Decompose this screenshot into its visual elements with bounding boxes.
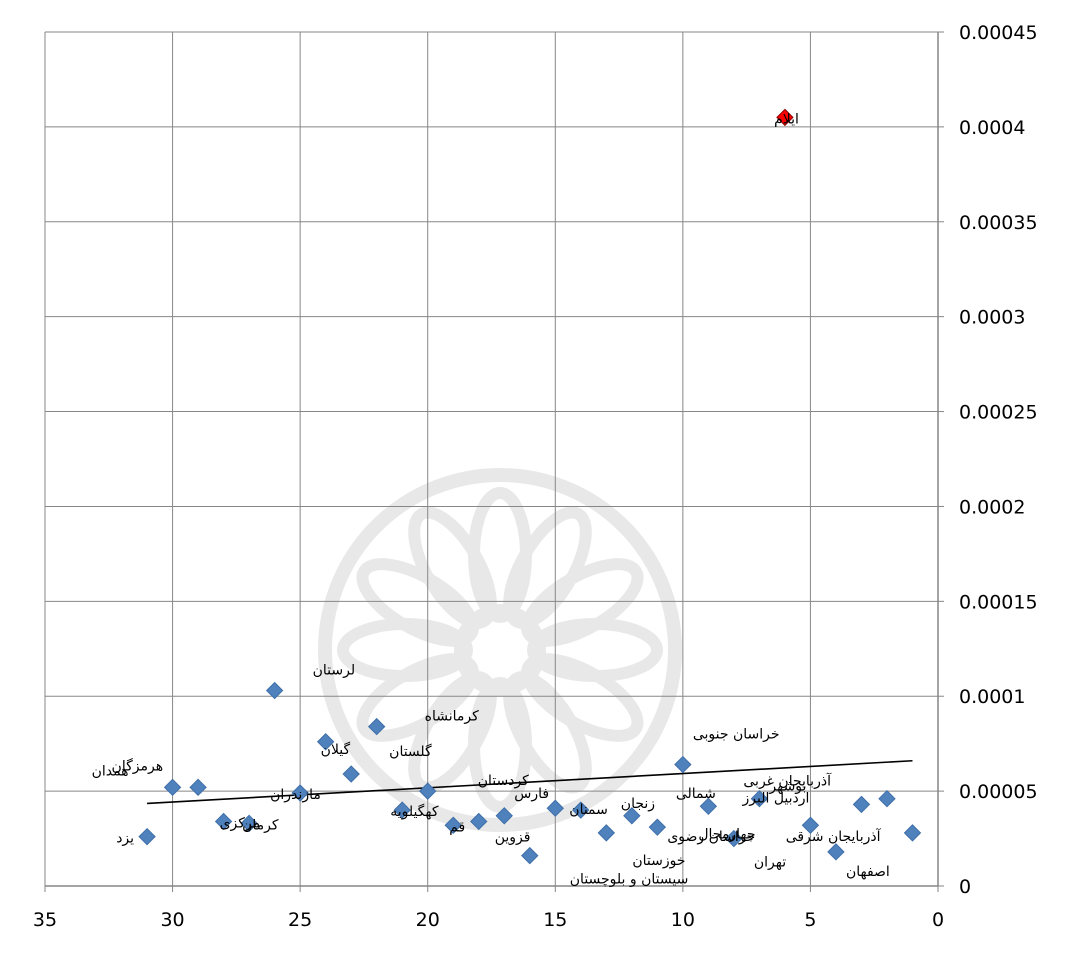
- data-point: [393, 801, 411, 819]
- point-label: همدان: [92, 763, 129, 779]
- data-point: [189, 778, 207, 797]
- point-label: لرستان: [313, 663, 356, 679]
- watermark-petal: [468, 677, 532, 813]
- data-point: [699, 797, 718, 816]
- data-point: [903, 824, 922, 842]
- point-label: مرکزی: [220, 815, 261, 831]
- data-point: [138, 827, 156, 846]
- watermark-core: [454, 604, 546, 696]
- point-label: قزوین: [495, 829, 531, 845]
- point-label: اردبیل البرز: [742, 790, 810, 806]
- data-point: [495, 807, 513, 825]
- point-label: آذربایجان غربی: [743, 773, 832, 790]
- y-tick-label: 0.0002: [959, 496, 1025, 518]
- watermark-petal: [337, 618, 473, 682]
- point-label: کرمانشاه: [425, 709, 479, 725]
- data-point: [521, 846, 539, 865]
- watermark-petal: [408, 506, 497, 629]
- data-point: [316, 733, 335, 751]
- x-tick-label: 15: [543, 909, 567, 931]
- y-tick-label: 0.00035: [959, 212, 1038, 234]
- y-tick-label: 0: [959, 876, 971, 898]
- watermark-petal: [356, 653, 479, 742]
- y-tick-label: 0.00025: [959, 402, 1038, 424]
- point-label: سیستان و بلوچستان: [570, 872, 689, 888]
- data-point: [240, 814, 258, 833]
- point-label: شمالی: [676, 786, 716, 802]
- trendline: [147, 759, 913, 805]
- watermark-petal: [521, 653, 644, 742]
- watermark-petal: [527, 618, 663, 682]
- point-label: خراسان جنوبی: [693, 727, 780, 743]
- data-point: [342, 765, 360, 783]
- data-point: [444, 816, 462, 834]
- x-tick-label: 0: [932, 909, 944, 931]
- point-label: یزد: [116, 831, 134, 847]
- data-point: [648, 818, 667, 836]
- watermark-petal: [408, 671, 497, 794]
- data-point: [852, 795, 871, 814]
- point-label: چهارمحال: [698, 826, 755, 842]
- point-label: تهران: [754, 855, 786, 871]
- x-tick-label: 5: [804, 909, 816, 931]
- watermark-petal: [521, 558, 644, 647]
- data-point: [801, 816, 820, 834]
- point-label: بوشهر: [768, 779, 806, 795]
- point-label: گلستان: [389, 743, 432, 760]
- data-point: [878, 789, 896, 808]
- point-label: مازندران: [270, 787, 321, 803]
- point-label: هرمزگان: [112, 757, 164, 774]
- point-label: خوزستان: [632, 853, 685, 869]
- point-label: ایلام: [774, 111, 799, 127]
- data-point: [827, 843, 845, 861]
- data-point: [776, 108, 794, 127]
- y-tick-label: 0.0004: [959, 117, 1025, 139]
- watermark-petal: [356, 558, 479, 647]
- x-tick-label: 30: [160, 909, 184, 931]
- data-point: [265, 681, 284, 700]
- y-tick-label: 0.00045: [959, 22, 1038, 44]
- x-tick-label: 20: [416, 909, 440, 931]
- data-point: [291, 784, 309, 802]
- data-point: [674, 755, 692, 774]
- data-point: [214, 812, 233, 831]
- y-tick-label: 0.00005: [959, 781, 1038, 803]
- y-tick-label: 0.00015: [959, 591, 1038, 613]
- watermark-petal: [503, 506, 592, 629]
- point-label: زنجان: [621, 796, 655, 812]
- x-tick-label: 35: [33, 909, 57, 931]
- point-label: فارس: [514, 786, 549, 802]
- point-label: کرمان: [242, 817, 279, 833]
- data-point: [597, 824, 616, 842]
- point-label: سمنان: [569, 802, 608, 818]
- point-label: خراسان رضوی: [667, 829, 755, 845]
- point-label: قم: [449, 819, 465, 835]
- point-label: آذربایجان شرقی: [786, 828, 882, 845]
- data-point: [470, 812, 488, 831]
- data-point: [725, 829, 743, 848]
- watermark-ring: [318, 468, 682, 832]
- data-point: [419, 782, 437, 800]
- data-point: [572, 801, 590, 819]
- data-point: [750, 789, 769, 808]
- data-point: [623, 807, 641, 825]
- x-tick-label: 10: [671, 909, 695, 931]
- point-label: گیلان: [321, 741, 351, 758]
- data-point: [546, 799, 564, 817]
- data-point: [163, 778, 182, 797]
- y-tick-label: 0.0003: [959, 307, 1025, 329]
- watermark-emblem: [318, 468, 682, 832]
- point-label: کهگیلویه: [390, 803, 439, 820]
- point-label: کردستان: [478, 773, 529, 789]
- x-tick-label: 25: [288, 909, 312, 931]
- data-point: [367, 717, 386, 736]
- watermark-petal: [503, 671, 592, 794]
- watermark-petal: [468, 487, 532, 623]
- point-label: اصفهان: [846, 864, 890, 880]
- y-tick-label: 0.0001: [959, 686, 1025, 708]
